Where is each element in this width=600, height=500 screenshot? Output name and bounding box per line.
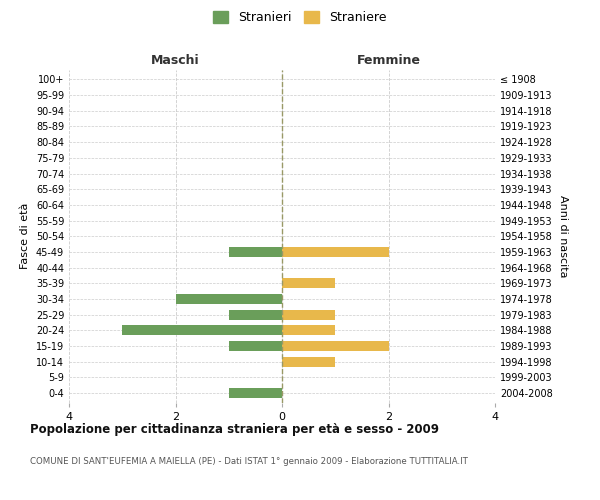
Bar [282,278,335,288]
Bar [229,247,282,257]
Bar [282,341,389,351]
Bar [282,247,389,257]
Bar [282,326,335,336]
Y-axis label: Anni di nascita: Anni di nascita [558,195,568,278]
Text: Popolazione per cittadinanza straniera per età e sesso - 2009: Popolazione per cittadinanza straniera p… [30,422,439,436]
Legend: Stranieri, Straniere: Stranieri, Straniere [208,6,392,29]
Bar [282,310,335,320]
Bar [229,388,282,398]
Bar [176,294,282,304]
Text: COMUNE DI SANT'EUFEMIA A MAIELLA (PE) - Dati ISTAT 1° gennaio 2009 - Elaborazion: COMUNE DI SANT'EUFEMIA A MAIELLA (PE) - … [30,458,468,466]
Bar [122,326,282,336]
Bar [229,341,282,351]
Bar [229,310,282,320]
Text: Femmine: Femmine [356,54,421,68]
Bar [282,356,335,367]
Y-axis label: Fasce di età: Fasce di età [20,203,30,270]
Text: Maschi: Maschi [151,54,200,68]
